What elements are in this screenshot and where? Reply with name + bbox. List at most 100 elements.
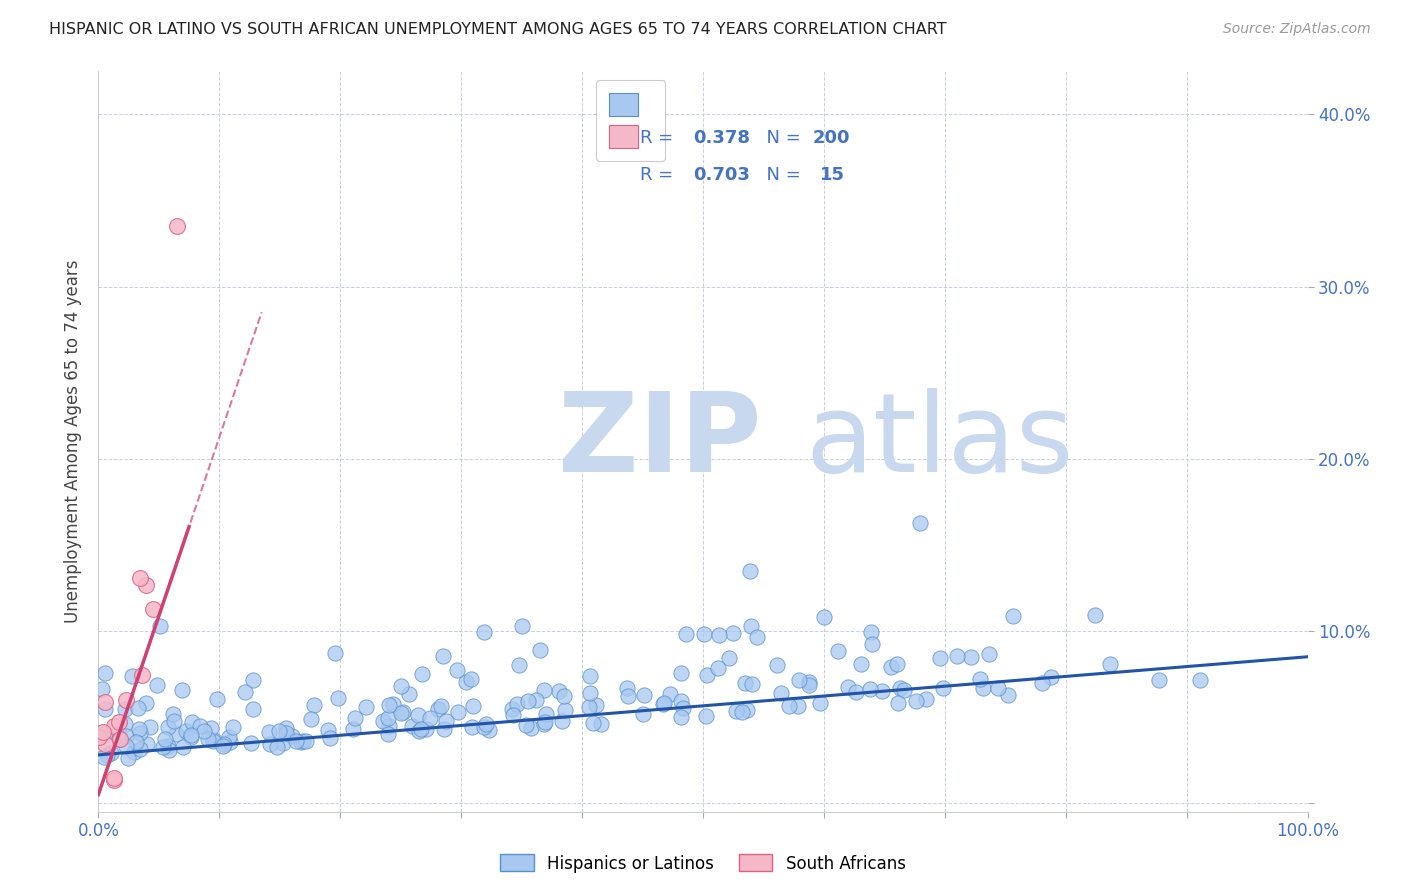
Point (429, 699, 451, 714)
Text: N =: N = (755, 128, 807, 147)
Point (502, 707, 524, 722)
Point (553, 689, 575, 703)
Point (524, 693, 547, 707)
Point (905, 694, 928, 708)
Point (734, 676, 756, 690)
Point (578, 700, 600, 714)
Point (180, 729, 202, 743)
Text: ZIP: ZIP (558, 388, 761, 495)
Point (434, 714, 457, 728)
Legend: Hispanics or Latinos, South Africans: Hispanics or Latinos, South Africans (494, 847, 912, 880)
Point (172, 683, 194, 698)
Point (354, 700, 377, 714)
Point (378, 719, 401, 733)
Point (174, 723, 197, 738)
Point (997, 688, 1019, 702)
Point (633, 689, 655, 703)
Point (520, 721, 543, 735)
Text: Source: ZipAtlas.com: Source: ZipAtlas.com (1223, 22, 1371, 37)
Point (166, 219, 188, 234)
Point (799, 678, 821, 692)
Point (242, 673, 264, 687)
Point (157, 743, 180, 757)
Point (131, 668, 153, 682)
Point (461, 699, 484, 714)
Point (129, 571, 152, 585)
Point (889, 681, 911, 695)
Point (205, 692, 228, 706)
Point (103, 718, 125, 732)
Point (827, 644, 849, 658)
Point (845, 685, 868, 699)
Point (378, 698, 401, 712)
Point (547, 683, 569, 698)
Point (787, 673, 810, 687)
Point (408, 723, 430, 738)
Point (585, 698, 607, 712)
Point (447, 705, 470, 719)
Point (299, 712, 322, 726)
Point (91, 725, 114, 739)
Point (93, 702, 115, 716)
Point (162, 707, 184, 722)
Text: R =: R = (640, 128, 679, 147)
Point (122, 745, 145, 759)
Point (235, 684, 257, 698)
Point (218, 731, 240, 745)
Point (271, 736, 294, 750)
Point (188, 719, 211, 733)
Point (508, 658, 530, 673)
Point (129, 726, 152, 740)
Point (707, 661, 730, 675)
Point (454, 675, 477, 690)
Point (391, 679, 413, 693)
Point (652, 697, 675, 711)
Point (344, 711, 367, 725)
Text: 0.378: 0.378 (693, 128, 751, 147)
Point (533, 683, 555, 698)
Point (153, 731, 176, 746)
Point (222, 721, 245, 735)
Point (589, 716, 612, 731)
Point (401, 718, 423, 732)
Point (115, 693, 138, 707)
Point (96, 747, 118, 762)
Point (929, 651, 952, 665)
Point (474, 625, 496, 640)
Point (581, 715, 603, 730)
Point (146, 678, 169, 692)
Text: atlas: atlas (806, 388, 1074, 495)
Point (93, 726, 115, 740)
Point (616, 689, 638, 703)
Point (740, 619, 762, 633)
Point (808, 696, 831, 710)
Point (1149, 673, 1171, 688)
Point (731, 706, 754, 720)
Point (107, 714, 129, 729)
Point (1083, 608, 1105, 623)
Point (197, 732, 219, 747)
Point (135, 696, 157, 710)
Point (295, 734, 318, 748)
Point (162, 714, 184, 729)
Point (505, 697, 527, 711)
Point (156, 720, 179, 734)
Point (135, 578, 157, 592)
Point (579, 669, 602, 683)
Point (212, 737, 235, 751)
Point (696, 668, 718, 682)
Point (915, 692, 938, 706)
Point (325, 646, 347, 660)
Point (94, 695, 117, 709)
Point (579, 686, 602, 700)
Point (501, 702, 523, 716)
Point (212, 739, 235, 753)
Point (741, 676, 763, 690)
Point (392, 705, 415, 719)
Point (1001, 609, 1024, 624)
Point (515, 717, 537, 731)
Point (266, 739, 288, 754)
Point (193, 723, 215, 738)
Point (284, 734, 307, 748)
Point (616, 681, 638, 696)
